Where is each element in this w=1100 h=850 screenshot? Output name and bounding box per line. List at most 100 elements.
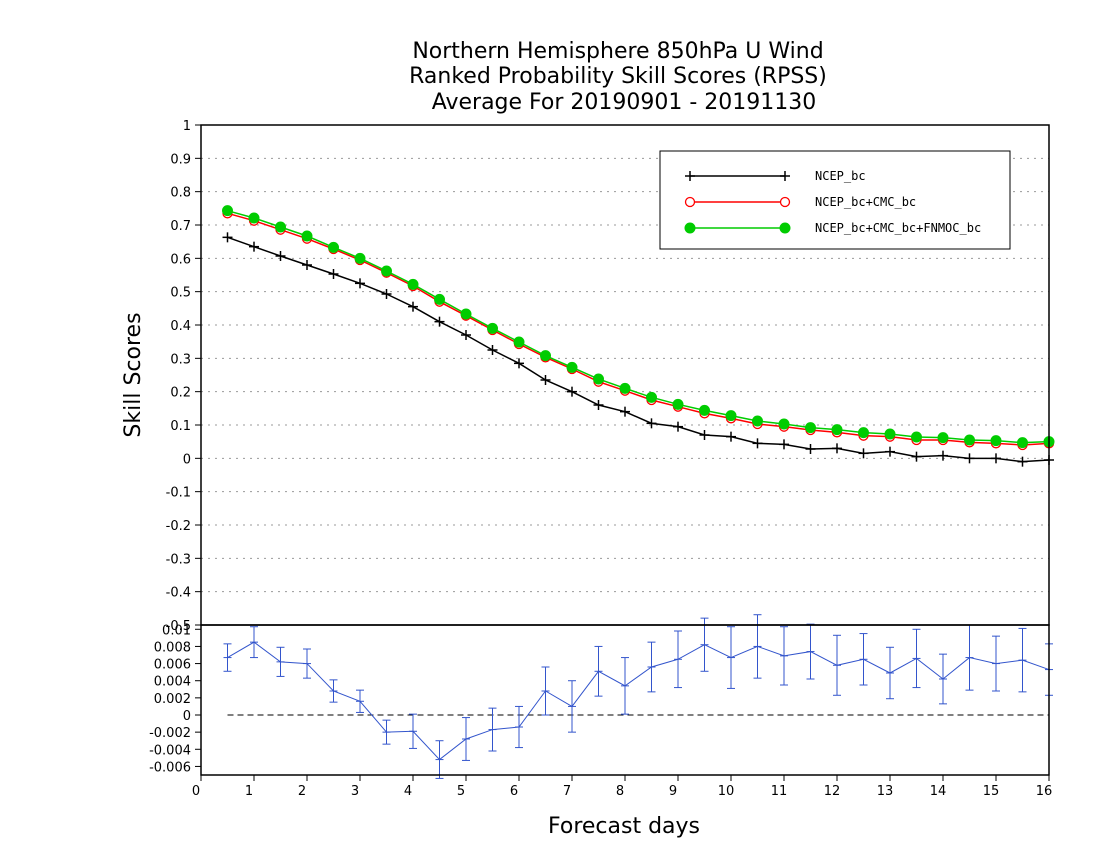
- series-2-point-7: [407, 278, 419, 290]
- series-2-point-21: [778, 418, 790, 430]
- x-tick-label-1: 1: [245, 784, 253, 799]
- series-2-point-13: [566, 361, 578, 373]
- main-y-tick-label-0: 1: [183, 119, 191, 134]
- difference-series-line: [227, 641, 1050, 761]
- main-y-tick-label-3: 0.7: [170, 219, 191, 234]
- series-0-point-28: [964, 453, 975, 464]
- series-2-point-14: [593, 373, 604, 385]
- series-0-point-29: [991, 453, 1001, 464]
- x-tick-label-16: 16: [1036, 784, 1053, 799]
- x-tick-label-5: 5: [457, 784, 465, 799]
- series-0-line: [227, 236, 1050, 463]
- x-tick-label-2: 2: [298, 784, 306, 799]
- series-0-point-15: [620, 406, 630, 417]
- x-tick-label-7: 7: [563, 784, 571, 799]
- series-2-point-3: [301, 230, 313, 242]
- difference-errorbar-17: [674, 630, 682, 689]
- series-2-point-16: [646, 391, 657, 403]
- x-ticks: 0 1 2 3 4 5 6 7 8 9 10 11 12 13 14 15 16: [192, 775, 1052, 799]
- legend-marker-right-0: [780, 171, 790, 181]
- series-0-point-10: [487, 345, 498, 355]
- main-y-tick-label-10: 0: [183, 452, 191, 467]
- x-tick-label-13: 13: [877, 784, 894, 799]
- difference-errorbar-1: [250, 626, 258, 659]
- legend-marker-left-1: [684, 196, 696, 208]
- series-0-point-22: [805, 444, 816, 454]
- difference-errorbar-16: [647, 641, 656, 693]
- series-2-point-11: [513, 336, 525, 348]
- series-0-point-19: [726, 431, 736, 442]
- chart-title-line-2: Ranked Probability Skill Scores (RPSS): [409, 64, 827, 89]
- x-tick-label-10: 10: [718, 784, 735, 799]
- difference-y-ticks: 0.01 0.008 0.006 0.004 0.002 0 -0.002 -0.004 -0.…: [149, 623, 201, 775]
- difference-errorbar-12: [541, 666, 550, 716]
- main-y-tick-label-12: -0.2: [166, 519, 191, 534]
- difference-errorbar-24: [859, 633, 868, 686]
- series-2-point-23: [831, 424, 843, 436]
- legend-marker-left-0: [685, 171, 695, 181]
- main-y-tick-label-1: 0.9: [170, 152, 191, 167]
- diff-y-tick-label-1: 0.008: [154, 640, 191, 655]
- main-y-tick-label-15: -0.5: [166, 619, 191, 634]
- legend-label-0: NCEP_bc: [815, 169, 866, 183]
- x-tick-label-8: 8: [616, 784, 624, 799]
- series-2-point-2: [275, 221, 286, 233]
- difference-errorbar-30: [1018, 627, 1027, 693]
- legend-marker-left-2: [684, 222, 696, 234]
- series-2-point-24: [858, 427, 869, 439]
- chart-title-line-3: Average For 20190901 - 20191130: [432, 90, 817, 115]
- difference-series-0-group: [223, 614, 1053, 779]
- series-0-point-25: [885, 446, 895, 457]
- series-2-group: [222, 205, 1055, 449]
- main-y-tick-label-13: -0.3: [166, 552, 191, 567]
- main-y-tick-label-7: 0.3: [170, 352, 191, 367]
- series-2-point-25: [884, 428, 896, 440]
- series-0-point-27: [938, 450, 948, 461]
- difference-errorbar-19: [727, 626, 735, 689]
- main-series-group: [222, 205, 1055, 467]
- difference-errorbar-9: [462, 717, 470, 761]
- legend-box: [659, 150, 1011, 250]
- main-grid: [201, 157, 1049, 593]
- x-tick-label-6: 6: [510, 784, 518, 799]
- difference-errorbar-15: [621, 657, 629, 715]
- series-0-point-16: [646, 418, 657, 429]
- main-y-tick-label-11: -0.1: [166, 486, 191, 501]
- series-0-point-30: [1017, 456, 1028, 467]
- series-2-point-9: [460, 308, 472, 320]
- series-2-point-19: [725, 410, 737, 422]
- main-y-tick-label-14: -0.4: [166, 586, 191, 601]
- series-2-point-26: [911, 431, 922, 443]
- difference-errorbar-18: [700, 617, 709, 672]
- series-2-point-28: [964, 434, 975, 446]
- series-2-point-22: [805, 422, 816, 434]
- diff-y-tick-label-2: 0.006: [154, 658, 191, 673]
- series-0-point-6: [381, 289, 392, 299]
- legend: NCEP_bc NCEP_bc+CMC_bc NCEP_bc+CMC_bc+FNMO…: [659, 150, 1011, 250]
- x-tick-label-14: 14: [930, 784, 947, 799]
- main-y-ticks: 1 0.9 0.8 0.7 0.6 0.5 0.4 0.3 0.2 0.1 0 -0.1 -0.2 -0.…: [166, 119, 201, 634]
- difference-errorbar-0: [223, 643, 232, 672]
- main-y-tick-label-2: 0.8: [170, 186, 191, 201]
- series-0-point-12: [540, 375, 551, 385]
- series-0-point-2: [275, 251, 286, 261]
- series-0-point-8: [434, 316, 445, 327]
- series-2-point-27: [937, 432, 949, 444]
- difference-errorbar-7: [409, 713, 417, 749]
- series-0-group: [222, 232, 1054, 467]
- plot-frames: [200, 124, 1050, 776]
- diff-y-tick-label-5: 0: [183, 709, 191, 724]
- series-2-point-4: [328, 241, 339, 253]
- x-tick-label-3: 3: [351, 784, 359, 799]
- difference-errorbar-22: [806, 623, 815, 680]
- series-0-point-3: [302, 260, 312, 270]
- series-0-point-24: [858, 448, 869, 459]
- difference-errorbar-10: [488, 707, 497, 752]
- difference-errorbar-29: [992, 635, 1000, 692]
- series-2-point-18: [699, 404, 710, 416]
- series-0-point-23: [832, 443, 842, 454]
- difference-errorbar-8: [435, 740, 444, 779]
- series-0-point-13: [567, 386, 577, 397]
- difference-errorbar-5: [356, 689, 364, 713]
